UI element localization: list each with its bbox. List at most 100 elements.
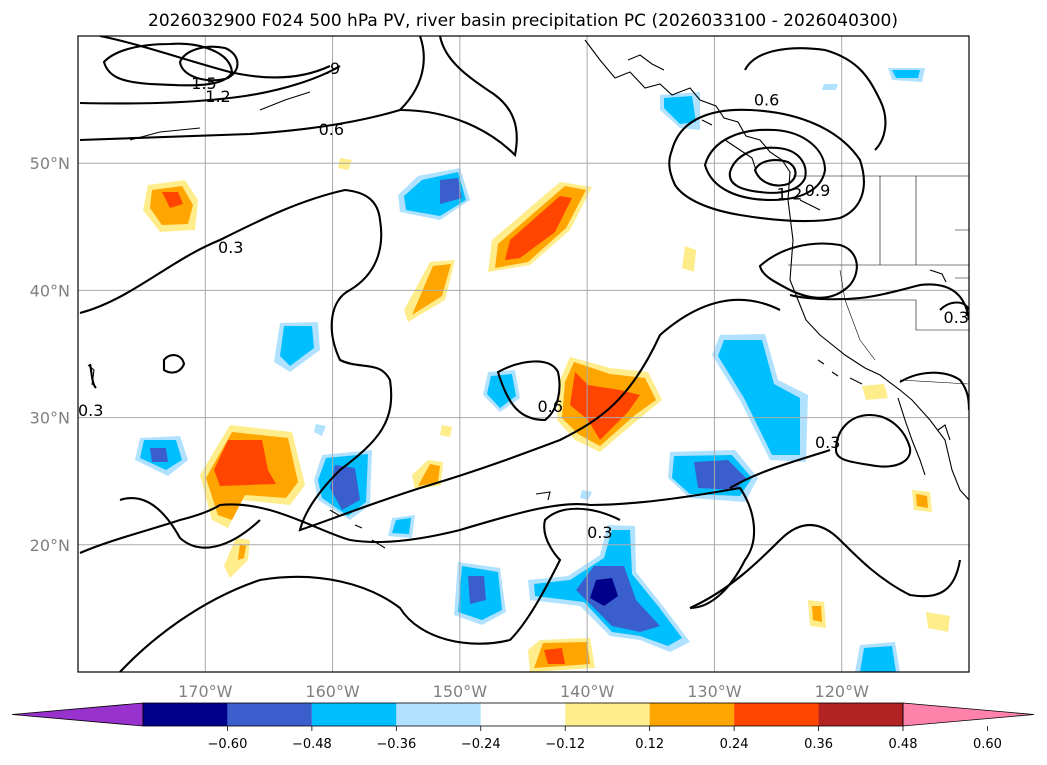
contour-line (496, 360, 561, 422)
colorbar-tick-label: −0.12 (545, 737, 585, 752)
contour-label: 0.3 (218, 238, 243, 257)
contour-label: 0.6 (319, 120, 344, 139)
contour-line (102, 42, 234, 87)
contour-label: 0.3 (587, 523, 612, 542)
contour-labels: 1.51.2.90.60.30.3 0.60.30.61.2 0.90.30.3 (78, 59, 969, 542)
pv-contours (79, 36, 969, 672)
lon-tick-label: 130°W (687, 682, 742, 701)
colorbar-tick-label: 0.24 (720, 737, 749, 752)
contour-line (79, 65, 341, 105)
colorbar-tick-label: −0.48 (292, 737, 332, 752)
contour-label: 1.2 (205, 87, 230, 106)
pos-blob (338, 158, 352, 170)
latitude-tick-labels: 20°N 30°N 40°N 50°N (30, 154, 70, 555)
colorbar-tick-label: −0.60 (208, 737, 248, 752)
chart-title: 2026032900 F024 500 hPa PV, river basin … (148, 11, 898, 31)
pos-blob (916, 494, 928, 508)
contour-line (668, 108, 865, 223)
lon-tick-label: 120°W (815, 682, 870, 701)
neg-blob (440, 178, 462, 204)
pos-blob (812, 606, 822, 622)
colorbar-outline (142, 702, 904, 727)
lat-tick-label: 50°N (30, 154, 70, 173)
contour-label: 0.9 (805, 181, 830, 200)
colorbar-extend-low (11, 702, 144, 727)
neg-blob (150, 448, 168, 462)
lat-tick-label: 40°N (30, 281, 70, 300)
pos-blob (162, 192, 183, 208)
colorbar-tick-label: −0.36 (376, 737, 416, 752)
contour-label: .9 (325, 59, 340, 78)
colorbar-extend-high (902, 702, 1035, 727)
neg-blob (664, 96, 696, 124)
neg-blob (718, 340, 800, 455)
colorbar-segment (565, 703, 650, 726)
contour-label: 1.2 (777, 185, 802, 204)
contour-line (729, 449, 831, 489)
pos-blob (682, 246, 696, 272)
contour-label: 0.6 (754, 91, 779, 110)
map-panel: 1.51.2.90.60.30.3 0.60.30.61.2 0.90.30.3 (78, 36, 969, 672)
neg-blob (892, 70, 920, 78)
neg-blob (590, 578, 618, 606)
neg-blob (314, 424, 326, 436)
pos-blob (412, 264, 451, 315)
contour-label: 1.5 (191, 74, 216, 93)
neg-blob (694, 460, 746, 490)
lat-tick-label: 20°N (30, 536, 70, 555)
contour-line (758, 242, 858, 299)
colorbar-tick-label: 0.36 (804, 737, 833, 752)
contour-line (689, 524, 962, 609)
colorbar-segment (480, 703, 566, 726)
contour-line (399, 36, 518, 158)
neg-blob (392, 518, 411, 534)
pos-blob (418, 464, 440, 486)
pos-blob (214, 440, 276, 486)
contour-line (789, 283, 969, 321)
contour-line (744, 47, 887, 151)
colorbar-segment (818, 703, 903, 726)
pos-blob (926, 612, 950, 632)
longitude-tick-labels: 170°W 160°W 150°W 140°W 130°W 120°W (178, 682, 869, 701)
colorbar-tick-label: −0.24 (461, 737, 501, 752)
contour-line (79, 188, 781, 532)
contour-line (99, 36, 331, 79)
colorbar-segment (311, 703, 397, 726)
pos-blob (505, 196, 572, 260)
neg-blob (468, 576, 486, 604)
contour-line (178, 45, 239, 82)
contour-line (119, 497, 261, 549)
contour-label: 0.3 (944, 308, 969, 327)
lon-tick-label: 160°W (305, 682, 360, 701)
pos-blob (238, 544, 246, 560)
contour-line (79, 486, 756, 610)
neg-blob (280, 326, 314, 366)
contour-line (834, 413, 912, 468)
contour-line (162, 354, 186, 374)
colorbar-segment (227, 703, 312, 726)
coastlines (87, 39, 969, 549)
lat-tick-label: 30°N (30, 409, 70, 428)
colorbar-segment (649, 703, 735, 726)
pos-blob (862, 384, 888, 400)
pos-blob (440, 425, 452, 437)
neg-blob (860, 646, 896, 672)
contour-line (119, 507, 621, 672)
contour-line (939, 301, 969, 311)
map-gridlines (78, 36, 969, 672)
lon-tick-label: 140°W (560, 682, 615, 701)
lon-tick-label: 170°W (178, 682, 233, 701)
contour-line (753, 159, 797, 187)
neg-blob (822, 84, 838, 90)
contour-label: 0.3 (78, 401, 103, 420)
map-frame (77, 35, 970, 673)
lon-tick-label: 150°W (433, 682, 488, 701)
contour-line (79, 36, 425, 142)
contour-label: 0.3 (815, 433, 840, 452)
positive-precip-shading (143, 158, 950, 672)
colorbar-segment (396, 703, 481, 726)
contour-label: 0.6 (538, 397, 563, 416)
colorbar-segment (143, 703, 228, 726)
colorbar-tick-label: 0.48 (889, 737, 918, 752)
